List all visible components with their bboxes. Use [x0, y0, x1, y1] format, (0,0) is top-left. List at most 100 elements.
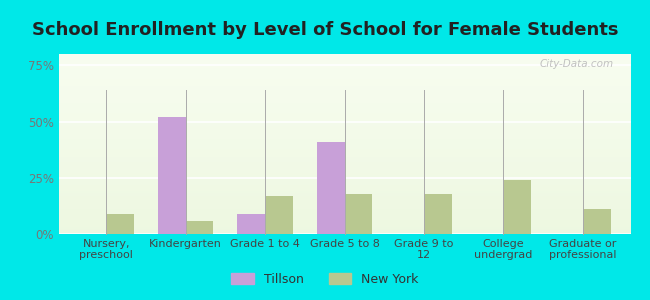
Bar — [58, 144, 630, 146]
Bar — [58, 198, 630, 200]
Text: School Enrollment by Level of School for Female Students: School Enrollment by Level of School for… — [32, 21, 618, 39]
Bar — [58, 225, 630, 227]
Bar — [58, 67, 630, 68]
Bar — [58, 122, 630, 124]
Bar — [58, 189, 630, 191]
Bar — [58, 166, 630, 167]
Bar — [58, 124, 630, 126]
Bar — [317, 142, 345, 234]
Bar — [58, 146, 630, 148]
Bar — [58, 81, 630, 83]
Bar — [58, 112, 630, 113]
Bar — [58, 103, 630, 104]
Bar — [58, 135, 630, 137]
Bar — [58, 137, 630, 139]
Bar — [58, 200, 630, 202]
Bar — [58, 94, 630, 95]
Bar — [58, 117, 630, 119]
Bar — [58, 139, 630, 140]
Bar — [58, 95, 630, 97]
Bar — [58, 108, 630, 110]
Bar — [58, 180, 630, 182]
Bar — [58, 131, 630, 133]
Bar — [58, 175, 630, 176]
Bar — [58, 79, 630, 81]
Legend: Tillson, New York: Tillson, New York — [226, 268, 424, 291]
Bar — [58, 113, 630, 115]
Bar — [58, 184, 630, 185]
Bar — [58, 164, 630, 166]
Bar — [58, 221, 630, 223]
Bar — [58, 101, 630, 103]
Bar — [58, 176, 630, 178]
Bar — [58, 157, 630, 158]
Bar — [58, 149, 630, 151]
Bar — [58, 171, 630, 173]
Bar — [58, 140, 630, 142]
Bar — [58, 216, 630, 218]
Bar — [503, 180, 531, 234]
Bar — [58, 142, 630, 144]
Bar — [58, 86, 630, 88]
Bar — [58, 162, 630, 164]
Bar — [58, 99, 630, 101]
Bar — [58, 153, 630, 155]
Bar — [58, 63, 630, 65]
Bar — [237, 214, 265, 234]
Bar — [58, 178, 630, 180]
Text: City-Data.com: City-Data.com — [540, 59, 614, 69]
Bar — [58, 158, 630, 160]
Bar — [58, 83, 630, 85]
Bar — [58, 227, 630, 229]
Bar — [58, 182, 630, 184]
Bar — [58, 133, 630, 135]
Bar — [158, 117, 186, 234]
Bar — [58, 59, 630, 61]
Bar — [58, 169, 630, 171]
Bar — [58, 229, 630, 230]
Bar — [58, 211, 630, 212]
Bar — [58, 205, 630, 207]
Bar — [58, 167, 630, 169]
Bar — [58, 187, 630, 189]
Bar — [58, 185, 630, 187]
Bar — [583, 209, 610, 234]
Bar — [58, 128, 630, 130]
Bar — [58, 58, 630, 59]
Bar — [58, 74, 630, 76]
Bar — [58, 68, 630, 70]
Bar — [58, 76, 630, 77]
Bar — [58, 70, 630, 72]
Bar — [58, 90, 630, 92]
Bar — [58, 203, 630, 205]
Bar — [58, 230, 630, 232]
Bar — [58, 202, 630, 203]
Bar — [58, 126, 630, 128]
Bar — [58, 232, 630, 234]
Bar — [58, 193, 630, 194]
Bar — [424, 194, 452, 234]
Bar — [58, 104, 630, 106]
Bar — [58, 173, 630, 175]
Bar — [58, 119, 630, 121]
Bar — [58, 223, 630, 225]
Bar — [344, 194, 372, 234]
Bar — [58, 85, 630, 86]
Bar — [58, 160, 630, 162]
Bar — [186, 220, 213, 234]
Bar — [58, 92, 630, 94]
Bar — [58, 61, 630, 63]
Bar — [58, 130, 630, 131]
Bar — [58, 191, 630, 193]
Bar — [58, 54, 630, 56]
Bar — [58, 56, 630, 58]
Bar — [106, 214, 134, 234]
Bar — [58, 220, 630, 221]
Bar — [58, 88, 630, 90]
Bar — [58, 194, 630, 196]
Bar — [58, 218, 630, 220]
Bar — [58, 155, 630, 157]
Bar — [58, 115, 630, 117]
Bar — [58, 65, 630, 67]
Bar — [58, 209, 630, 211]
